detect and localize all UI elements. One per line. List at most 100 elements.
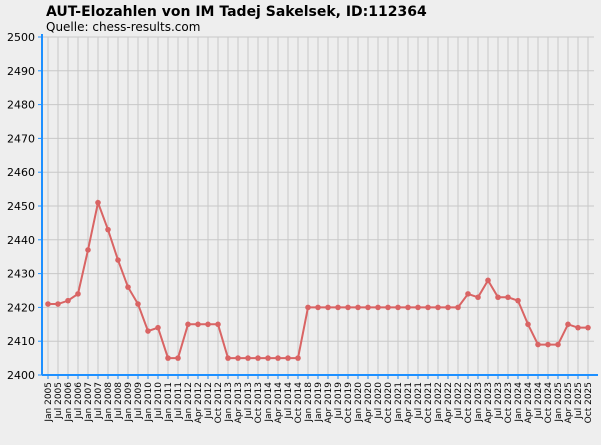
data-point bbox=[175, 355, 181, 361]
x-tick-label: Jan 2024 bbox=[514, 382, 524, 423]
axes bbox=[38, 34, 598, 379]
data-point bbox=[265, 355, 271, 361]
x-tick-label: Oct 2025 bbox=[584, 382, 594, 423]
data-point bbox=[125, 284, 131, 290]
data-point bbox=[375, 304, 381, 311]
x-tick-label: Jul 2008 bbox=[114, 382, 124, 420]
x-tick-label: Jul 2013 bbox=[244, 382, 254, 420]
x-tick-label: Jan 2018 bbox=[304, 382, 314, 423]
data-point bbox=[165, 355, 171, 361]
x-tick-label: Jul 2011 bbox=[174, 382, 184, 420]
chart-subtitle: Quelle: chess-results.com bbox=[46, 20, 200, 34]
x-tick-label: Jan 2012 bbox=[184, 382, 194, 423]
x-tick-label: Jul 2010 bbox=[154, 382, 164, 420]
x-tick-label: Jan 2010 bbox=[144, 382, 154, 423]
x-tick-label: Jan 2023 bbox=[474, 382, 484, 423]
x-tick-label: Oct 2023 bbox=[504, 382, 514, 423]
x-tick-label: Oct 2020 bbox=[384, 382, 394, 424]
data-point bbox=[205, 321, 211, 328]
y-tick-label: 2450 bbox=[7, 200, 35, 213]
data-point bbox=[425, 304, 431, 311]
data-point bbox=[85, 247, 91, 253]
data-point bbox=[55, 301, 61, 307]
y-tick-label: 2500 bbox=[7, 31, 35, 44]
data-point bbox=[225, 355, 231, 361]
x-tick-label: Oct 2021 bbox=[424, 382, 434, 423]
x-tick-label: Jan 2014 bbox=[264, 382, 274, 423]
x-tick-label: Jan 2005 bbox=[44, 382, 54, 423]
y-tick-labels: 2400 2410 2420 2430 2440 2450 2460 2470 2480 2490… bbox=[7, 31, 35, 382]
data-point bbox=[355, 304, 361, 311]
x-tick-label: Apr 2020 bbox=[364, 382, 374, 424]
data-point bbox=[485, 277, 491, 284]
data-point bbox=[395, 304, 401, 311]
data-point bbox=[495, 294, 501, 301]
x-tick-label: Apr 2025 bbox=[564, 382, 574, 423]
x-tick-label: Oct 2012 bbox=[214, 382, 224, 423]
data-point bbox=[385, 304, 391, 311]
data-point bbox=[115, 257, 121, 263]
x-tick-label: Jul 2025 bbox=[574, 382, 584, 420]
y-tick-label: 2430 bbox=[7, 268, 35, 281]
data-point bbox=[95, 199, 101, 206]
data-point bbox=[295, 355, 301, 361]
data-point bbox=[145, 328, 151, 334]
data-point bbox=[305, 304, 311, 311]
x-tick-label: Apr 2013 bbox=[234, 382, 244, 423]
data-points bbox=[45, 199, 591, 361]
data-point bbox=[535, 341, 541, 348]
x-tick-label: Apr 2021 bbox=[404, 382, 414, 423]
x-tick-label: Jul 2012 bbox=[204, 382, 214, 420]
x-tick-label: Jul 2024 bbox=[534, 382, 544, 420]
data-point bbox=[315, 304, 321, 311]
data-point bbox=[195, 321, 201, 328]
data-point bbox=[525, 321, 531, 328]
y-tick-label: 2400 bbox=[7, 369, 35, 382]
data-point bbox=[585, 324, 591, 331]
data-point bbox=[515, 297, 521, 304]
chart-title: AUT-Elozahlen von IM Tadej Sakelsek, ID:… bbox=[46, 4, 427, 20]
data-point bbox=[555, 341, 561, 348]
x-tick-label: Apr 2014 bbox=[274, 382, 284, 424]
data-point bbox=[335, 304, 341, 311]
y-tick-label: 2420 bbox=[7, 301, 35, 314]
data-point bbox=[185, 321, 191, 328]
x-tick-label: Oct 2024 bbox=[544, 382, 554, 424]
x-tick-label: Apr 2012 bbox=[194, 382, 204, 423]
x-tick-label: Oct 2013 bbox=[254, 382, 264, 423]
data-point bbox=[445, 304, 451, 311]
x-tick-label: Jul 2009 bbox=[134, 382, 144, 420]
y-tick-label: 2490 bbox=[7, 65, 35, 78]
x-tick-label: Jul 2006 bbox=[74, 382, 84, 420]
x-tick-label: Jan 2013 bbox=[224, 382, 234, 423]
data-point bbox=[275, 355, 281, 361]
x-tick-label: Jan 2019 bbox=[314, 382, 324, 423]
x-tick-label: Jan 2020 bbox=[354, 382, 364, 423]
data-point bbox=[285, 355, 291, 361]
data-point bbox=[105, 226, 111, 233]
x-tick-label: Jan 2025 bbox=[554, 382, 564, 423]
x-tick-label: Jan 2011 bbox=[164, 382, 174, 423]
x-tick-label: Jan 2022 bbox=[434, 382, 444, 423]
x-tick-label: Jan 2021 bbox=[394, 382, 404, 423]
grid bbox=[42, 36, 594, 376]
x-tick-label: Jul 2014 bbox=[284, 382, 294, 420]
data-point bbox=[435, 304, 441, 311]
x-tick-label: Jan 2009 bbox=[124, 382, 134, 423]
x-tick-label: Oct 2022 bbox=[464, 382, 474, 423]
data-point bbox=[255, 355, 261, 361]
data-point bbox=[365, 304, 371, 311]
x-tick-label: Jul 2021 bbox=[414, 382, 424, 420]
data-point bbox=[235, 355, 241, 361]
data-point bbox=[65, 297, 71, 304]
x-tick-label: Apr 2024 bbox=[524, 382, 534, 424]
data-point bbox=[575, 324, 581, 331]
x-tick-label: Jan 2006 bbox=[64, 382, 74, 423]
x-tick-label: Jan 2007 bbox=[84, 382, 94, 423]
y-tick-label: 2440 bbox=[7, 234, 35, 247]
x-tick-labels: Jan 2005 Jul 2005 Jan 2006 Jul 2006 Jan 2007… bbox=[44, 382, 594, 424]
data-point bbox=[455, 304, 461, 311]
data-point bbox=[415, 304, 421, 311]
